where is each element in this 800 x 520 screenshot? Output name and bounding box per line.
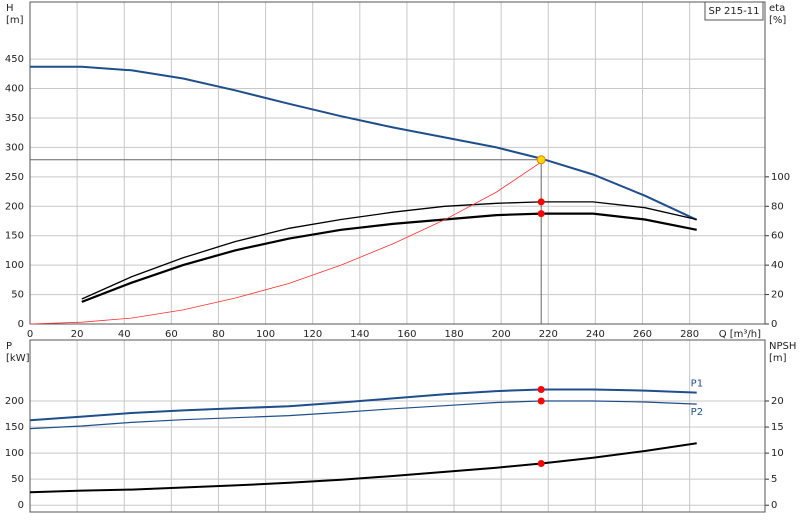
point-marker — [537, 198, 545, 206]
point-marker — [537, 386, 545, 394]
x-tick-label: 60 — [165, 329, 178, 340]
curve — [30, 65, 698, 221]
y-tick-label: 350 — [5, 113, 24, 124]
plot-frame — [29, 1, 766, 325]
y-tick-label: 0 — [18, 500, 24, 511]
y2-axis-unit: [%] — [769, 15, 786, 26]
y-tick-label: 50 — [11, 474, 24, 485]
curve — [29, 388, 697, 422]
x-tick-label: 40 — [118, 329, 131, 340]
x-tick-label: 240 — [586, 329, 605, 340]
series-label: P1 — [691, 379, 703, 390]
curve — [81, 212, 697, 303]
curve — [29, 161, 542, 325]
y-tick-label: 300 — [5, 142, 24, 153]
x-axis-label: Q [m³/h] — [719, 329, 761, 340]
x-tick-label: 200 — [492, 329, 511, 340]
y2-tick-label: 20 — [771, 396, 784, 407]
x-tick-label: 80 — [212, 329, 225, 340]
x-tick-label: 0 — [27, 329, 33, 340]
curve — [81, 201, 697, 300]
y-tick-label: 0 — [18, 319, 24, 330]
x-tick-label: 220 — [539, 329, 558, 340]
title-box — [704, 1, 764, 21]
x-tick-label: 260 — [633, 329, 652, 340]
y2-tick-label: 10 — [771, 448, 784, 459]
y-axis-label: H — [6, 3, 14, 14]
plot-area — [30, 2, 765, 324]
x-tick-label: 120 — [303, 329, 322, 340]
y2-tick-label: 5 — [771, 474, 777, 485]
x-tick-label: 140 — [350, 329, 369, 340]
point-marker — [537, 210, 545, 218]
curve — [29, 442, 697, 494]
point-marker — [537, 460, 545, 468]
y2-tick-label: 60 — [771, 231, 784, 242]
y-tick-label: 200 — [5, 201, 24, 212]
y-tick-label: 150 — [5, 422, 24, 433]
y-tick-label: 150 — [5, 231, 24, 242]
x-tick-label: 20 — [71, 329, 84, 340]
y2-tick-label: 0 — [771, 500, 777, 511]
y2-tick-label: 15 — [771, 422, 784, 433]
x-tick-label: 180 — [444, 329, 463, 340]
y-tick-label: 450 — [5, 54, 24, 65]
y2-tick-label: 80 — [771, 201, 784, 212]
y-axis-unit: [kW] — [6, 353, 30, 364]
x-tick-label: 280 — [680, 329, 699, 340]
y2-tick-label: 0 — [771, 319, 777, 330]
y-tick-label: 100 — [5, 260, 24, 271]
y-axis-unit: [m] — [6, 15, 24, 26]
point-marker — [537, 397, 545, 405]
y2-axis-label: eta — [769, 3, 785, 14]
x-tick-label: 100 — [256, 329, 275, 340]
y2-tick-label: 40 — [771, 260, 784, 271]
y2-tick-label: 20 — [771, 290, 784, 301]
curve — [29, 400, 697, 430]
plot-area — [30, 340, 765, 512]
y-tick-label: 50 — [11, 290, 24, 301]
x-tick-label: 160 — [397, 329, 416, 340]
y-tick-label: 200 — [5, 396, 24, 407]
y2-tick-label: 100 — [771, 172, 790, 183]
y-axis-label: P — [6, 341, 12, 352]
series-label: P2 — [691, 407, 703, 418]
chart-title: SP 215-11 — [709, 6, 760, 17]
y-tick-label: 250 — [5, 172, 24, 183]
operating-point — [536, 155, 546, 165]
y-tick-label: 100 — [5, 448, 24, 459]
y-tick-label: 400 — [5, 84, 24, 95]
y2-axis-unit: [m] — [769, 353, 787, 364]
plot-frame — [29, 339, 766, 513]
y2-axis-label: NPSH — [769, 341, 796, 352]
